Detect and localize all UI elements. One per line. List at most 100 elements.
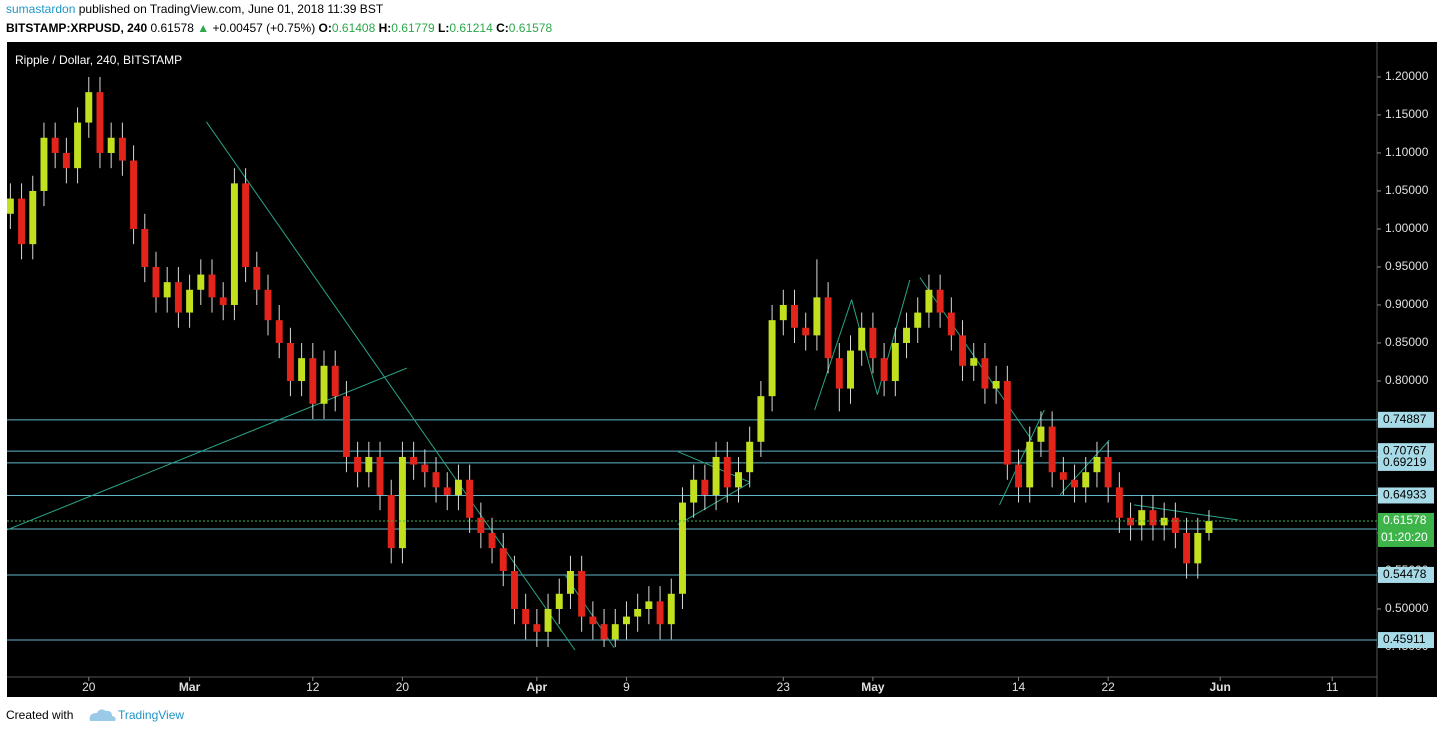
author[interactable]: sumastardon	[6, 2, 75, 16]
candle-body	[1160, 517, 1168, 526]
candle-body	[253, 266, 261, 290]
candle-body	[118, 137, 126, 161]
candle-body	[29, 190, 37, 245]
candle-body	[555, 593, 563, 609]
candle-body	[186, 289, 194, 313]
y-tick-label: 1.05000	[1385, 183, 1429, 197]
candle-body	[410, 456, 418, 465]
candle-body	[522, 608, 530, 625]
candle-body	[365, 456, 373, 473]
candle-body	[130, 160, 138, 229]
candle-body	[1115, 487, 1123, 518]
y-tick-label: 0.90000	[1385, 297, 1429, 311]
candle-body	[1071, 479, 1079, 488]
y-tick-label: 0.80000	[1385, 373, 1429, 387]
candle-body	[488, 532, 496, 549]
candle-body	[869, 327, 877, 359]
candle-body	[1026, 441, 1034, 488]
quote-line: BITSTAMP:XRPUSD, 240 0.61578 ▲ +0.00457 …	[6, 21, 552, 35]
level-tag-label: 0.54478	[1383, 567, 1427, 581]
x-tick-label: 14	[1012, 680, 1026, 694]
x-tick-label: Apr	[527, 680, 548, 694]
candle-body	[589, 616, 597, 625]
candle-body	[645, 601, 653, 609]
candle-body	[757, 396, 765, 442]
candle-body	[656, 601, 664, 625]
level-tag-label: 0.45911	[1383, 632, 1426, 646]
y-tick-label: 1.15000	[1385, 107, 1429, 121]
candle-body	[936, 289, 944, 313]
candle-body	[174, 282, 182, 313]
level-tag-label: 0.64933	[1383, 488, 1427, 502]
candle-body	[970, 358, 978, 366]
candle-body	[1138, 510, 1146, 526]
y-tick-label: 0.50000	[1385, 601, 1429, 615]
candle-body	[824, 297, 832, 359]
candle-body	[1205, 520, 1213, 533]
close-label: C:	[496, 21, 509, 35]
candle-body	[298, 358, 306, 381]
candle-body	[578, 570, 586, 617]
publish-line: sumastardon published on TradingView.com…	[6, 2, 384, 16]
plot	[7, 76, 1377, 651]
candle-body	[746, 441, 754, 473]
candle-body	[1149, 510, 1157, 526]
candle-body	[1048, 426, 1056, 473]
candle-body	[354, 456, 362, 473]
candle-body	[85, 92, 93, 123]
close-value: 0.61578	[509, 21, 553, 35]
candle-body	[813, 297, 821, 336]
level-tag-label: 0.70767	[1383, 443, 1427, 457]
candle-body	[432, 472, 440, 488]
candle-body	[1093, 456, 1101, 473]
candle-body	[959, 335, 966, 366]
candle-body	[544, 608, 552, 632]
candle-body	[981, 358, 989, 389]
level-tag	[1378, 411, 1434, 428]
candle-body	[634, 608, 642, 617]
candle-body	[1171, 517, 1179, 533]
candle-body	[735, 472, 742, 488]
candle-body	[286, 342, 294, 381]
trend-line	[1059, 439, 1110, 496]
candle-body	[376, 456, 384, 495]
current-price-tag	[1378, 512, 1434, 547]
candle-body	[1003, 380, 1011, 465]
candle-body	[421, 464, 429, 473]
countdown-label: 01:20:20	[1381, 530, 1428, 544]
candle-body	[96, 92, 104, 153]
candle-body	[342, 396, 350, 457]
candle-body	[387, 494, 395, 549]
candle-body	[219, 297, 227, 305]
footer-brand[interactable]: TradingView	[118, 708, 184, 722]
candle-body	[622, 616, 630, 625]
candle-body	[802, 327, 810, 336]
candle-body	[197, 274, 205, 290]
x-tick-label: 20	[396, 680, 410, 694]
candle-body	[914, 312, 922, 328]
candle-body	[701, 479, 709, 495]
trend-line	[999, 409, 1045, 506]
candle-body	[107, 137, 115, 153]
level-tag	[1378, 454, 1434, 471]
candle-body	[925, 289, 933, 313]
candle-body	[566, 570, 574, 594]
candle-body	[499, 548, 507, 571]
chart-title: Ripple / Dollar, 240, BITSTAMP	[15, 53, 182, 67]
footer-created: Created with	[6, 708, 73, 722]
y-tick-label: 1.20000	[1385, 69, 1429, 83]
candle-body	[320, 365, 328, 404]
high-value: 0.61779	[391, 21, 435, 35]
x-tick-label: 12	[306, 680, 320, 694]
candle-body	[891, 342, 899, 381]
candle-body	[690, 479, 698, 503]
x-tick-label: Mar	[179, 680, 201, 694]
candle-body	[903, 327, 910, 343]
candle-body	[835, 358, 843, 389]
open-value: 0.61408	[332, 21, 376, 35]
candle-body	[477, 517, 485, 533]
candle-body	[1194, 532, 1202, 564]
current-price-label: 0.61578	[1383, 513, 1427, 527]
up-arrow: ▲	[197, 21, 209, 35]
y-tick-label: 1.10000	[1385, 145, 1429, 159]
